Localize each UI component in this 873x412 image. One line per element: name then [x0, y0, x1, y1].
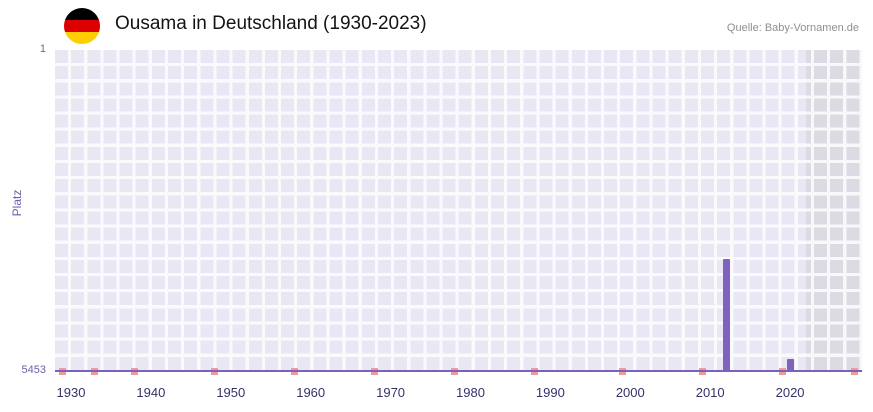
plot-area — [55, 50, 862, 375]
x-tick-1960: 1960 — [296, 385, 326, 400]
x-axis-line — [55, 370, 862, 372]
x-axis-ticks: 1930 1940 1950 1960 1970 1980 1990 2000 2010 2020 — [55, 385, 862, 403]
flag-stripe-gold — [64, 32, 100, 44]
chart-title: Ousama in Deutschland (1930-2023) — [115, 13, 427, 34]
x-tick-1940: 1940 — [136, 385, 166, 400]
x-tick-2000: 2000 — [615, 385, 645, 400]
x-tick-2020: 2020 — [775, 385, 805, 400]
x-tick-1930: 1930 — [56, 385, 86, 400]
y-axis-label: Platz — [10, 189, 24, 217]
bar-2012[interactable] — [722, 258, 730, 371]
flag-stripe-red — [64, 20, 100, 32]
x-tick-1970: 1970 — [376, 385, 406, 400]
x-tick-2010: 2010 — [695, 385, 725, 400]
x-tick-1980: 1980 — [456, 385, 485, 400]
german-flag-icon — [64, 8, 100, 44]
x-tick-1950: 1950 — [216, 385, 246, 400]
flag-stripe-black — [64, 8, 100, 20]
x-tick-1990: 1990 — [535, 385, 565, 400]
source-attribution: Quelle: Baby-Vornamen.de — [726, 22, 859, 34]
y-tick-bottom: 5453 — [21, 364, 46, 376]
grid-overlay — [55, 50, 862, 371]
y-tick-top: 1 — [39, 43, 46, 55]
bar-2020[interactable] — [786, 359, 794, 371]
